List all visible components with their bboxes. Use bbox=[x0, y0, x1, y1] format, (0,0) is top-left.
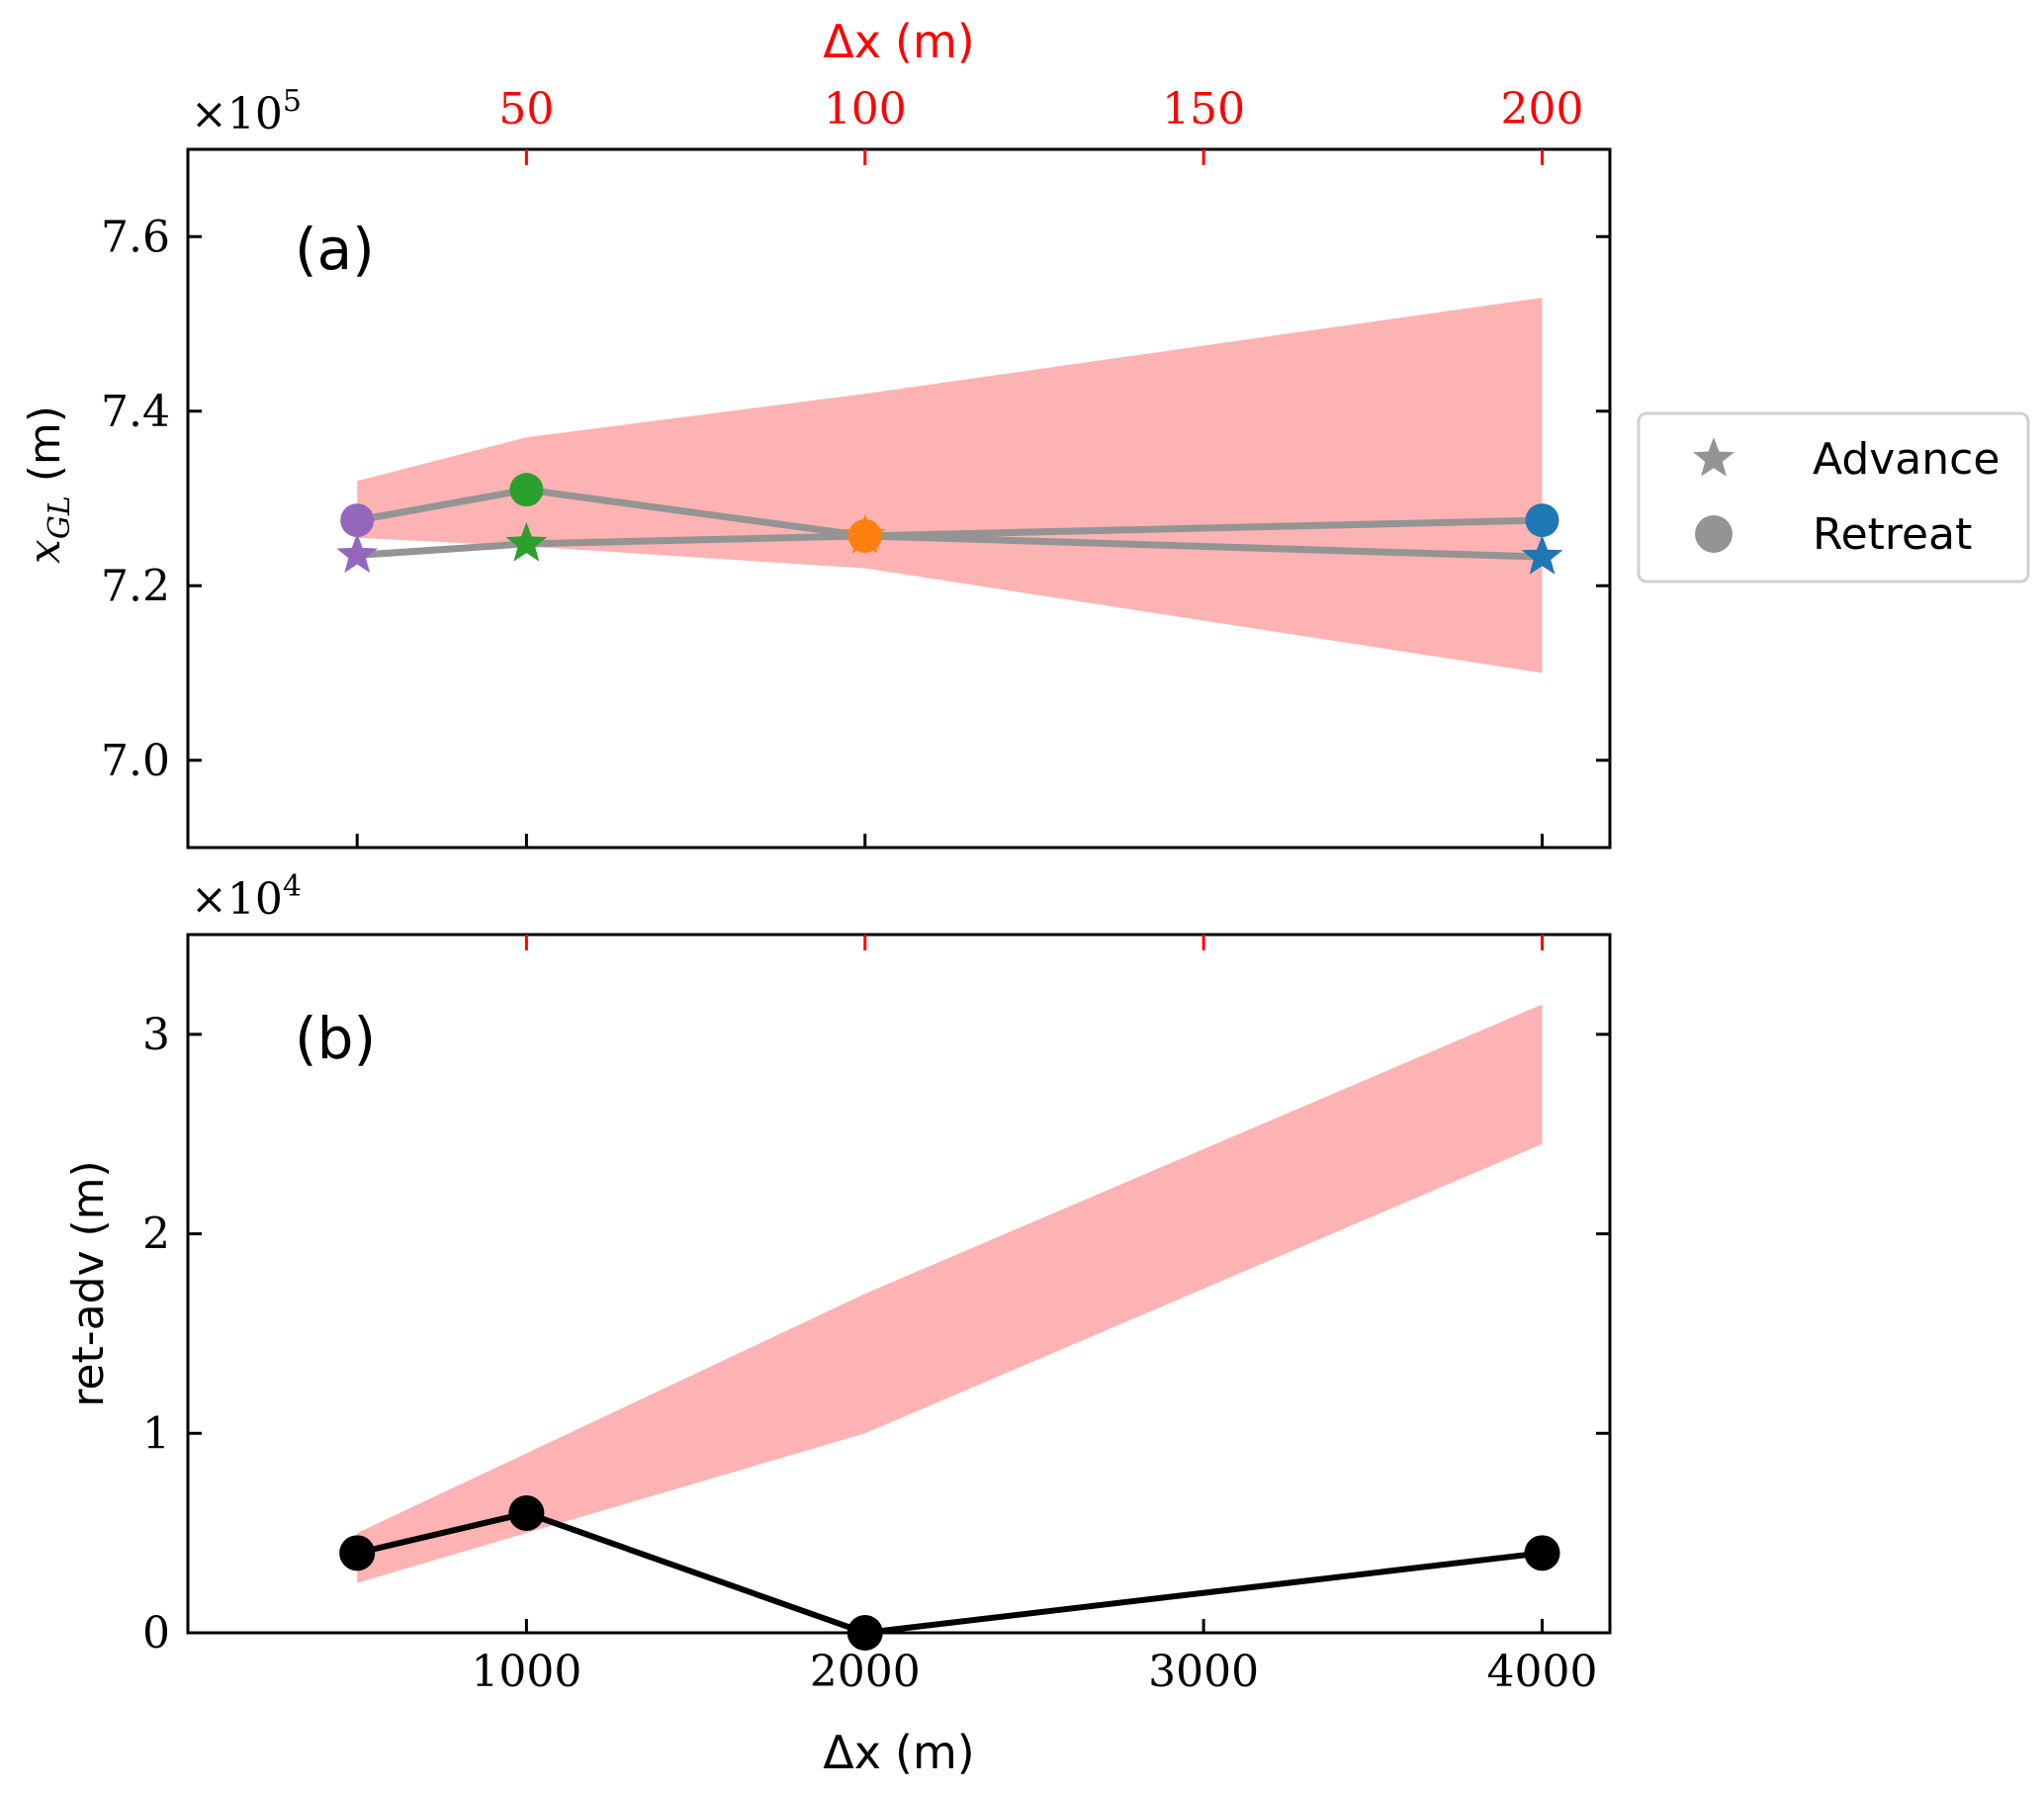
data-point-b-0-1 bbox=[508, 1494, 545, 1531]
x-axis-label: Δx (m) bbox=[823, 1726, 974, 1779]
x-tick-label-b-2: 3000 bbox=[1148, 1647, 1259, 1697]
top-x-tick-label-3: 200 bbox=[1501, 84, 1584, 135]
x-tick-label-b-3: 4000 bbox=[1487, 1647, 1598, 1697]
data-point-a-0-3 bbox=[1521, 535, 1563, 575]
legend-frame bbox=[1637, 411, 2030, 583]
panel-label-b: (b) bbox=[295, 1005, 376, 1072]
data-point-a-0-1 bbox=[505, 521, 548, 562]
series-lines-a bbox=[356, 486, 1543, 561]
top-x-axis-ticks-a: 50 100 150 200 bbox=[498, 84, 1584, 165]
plot-frame-b bbox=[186, 933, 1612, 1635]
data-point-a-1-3 bbox=[1525, 503, 1559, 538]
y-multiplier-a: ×105 bbox=[191, 84, 302, 139]
data-point-a-0-0 bbox=[336, 533, 379, 574]
y-axis-ticks-a: 7.0 7.2 7.4 7.6 bbox=[101, 212, 1610, 786]
data-point-a-1-0 bbox=[340, 503, 375, 538]
y-axis-label-a: xGL(m) bbox=[20, 405, 77, 564]
series-line-a-0 bbox=[356, 532, 1543, 561]
series-lines-b bbox=[356, 1510, 1543, 1636]
x-tick-label-b-0: 1000 bbox=[471, 1647, 581, 1697]
y-tick-label-b-2: 2 bbox=[142, 1210, 170, 1260]
y-tick-label-a-0: 7.0 bbox=[101, 736, 170, 786]
y-tick-label-a-1: 7.2 bbox=[101, 561, 170, 611]
top-x-axis-ticks-b bbox=[524, 935, 1545, 950]
legend-label-retreat: Retreat bbox=[1813, 509, 1972, 560]
y-tick-label-b-1: 1 bbox=[142, 1408, 170, 1459]
y-tick-label-b-0: 0 bbox=[142, 1608, 170, 1659]
data-point-b-0-0 bbox=[339, 1535, 376, 1571]
data-point-a-1-1 bbox=[509, 473, 544, 507]
top-x-tick-label-2: 150 bbox=[1162, 84, 1245, 135]
panel-a: 7.0 7.2 7.4 7.6 50 100 150 200 (a) ×105 xGL(m)… bbox=[20, 15, 1612, 850]
series-markers-a bbox=[336, 473, 1563, 575]
y-axis-ticks-b: 0 1 2 3 bbox=[142, 1010, 1610, 1659]
data-point-a-1-2 bbox=[847, 518, 882, 553]
bottom-x-axis-ticks-a bbox=[355, 834, 1545, 848]
x-tick-label-b-1: 2000 bbox=[810, 1647, 921, 1697]
y-tick-label-a-3: 7.6 bbox=[101, 212, 170, 262]
data-point-b-0-3 bbox=[1524, 1535, 1560, 1571]
uncertainty-band-b bbox=[357, 1004, 1543, 1583]
x-axis-ticks-b: 1000 2000 3000 4000 bbox=[471, 1619, 1598, 1697]
legend-star-icon bbox=[1693, 437, 1734, 477]
series-line-a-1 bbox=[356, 486, 1543, 540]
y-axis-label-b: ret-adv (m) bbox=[63, 1160, 114, 1406]
series-line-b-0 bbox=[356, 1510, 1543, 1636]
uncertainty-band-a bbox=[357, 298, 1543, 673]
panel-b: 0 1 2 3 1000 2000 3000 4000 (b) ×104 ret-adv (… bbox=[63, 869, 1612, 1779]
top-x-tick-label-0: 50 bbox=[498, 84, 554, 135]
legend: Advance Retreat bbox=[1637, 411, 2030, 583]
y-tick-label-a-2: 7.4 bbox=[101, 387, 170, 437]
top-x-tick-label-1: 100 bbox=[824, 84, 907, 135]
legend-label-advance: Advance bbox=[1813, 434, 2000, 485]
y-multiplier-b: ×104 bbox=[191, 869, 302, 925]
legend-circle-icon bbox=[1695, 515, 1733, 553]
panel-label-a: (a) bbox=[295, 216, 375, 283]
y-tick-label-b-3: 3 bbox=[142, 1010, 170, 1060]
top-x-axis-label: Δx (m) bbox=[823, 15, 974, 68]
plot-frame-a bbox=[186, 147, 1612, 850]
series-markers-b bbox=[339, 1494, 1560, 1651]
